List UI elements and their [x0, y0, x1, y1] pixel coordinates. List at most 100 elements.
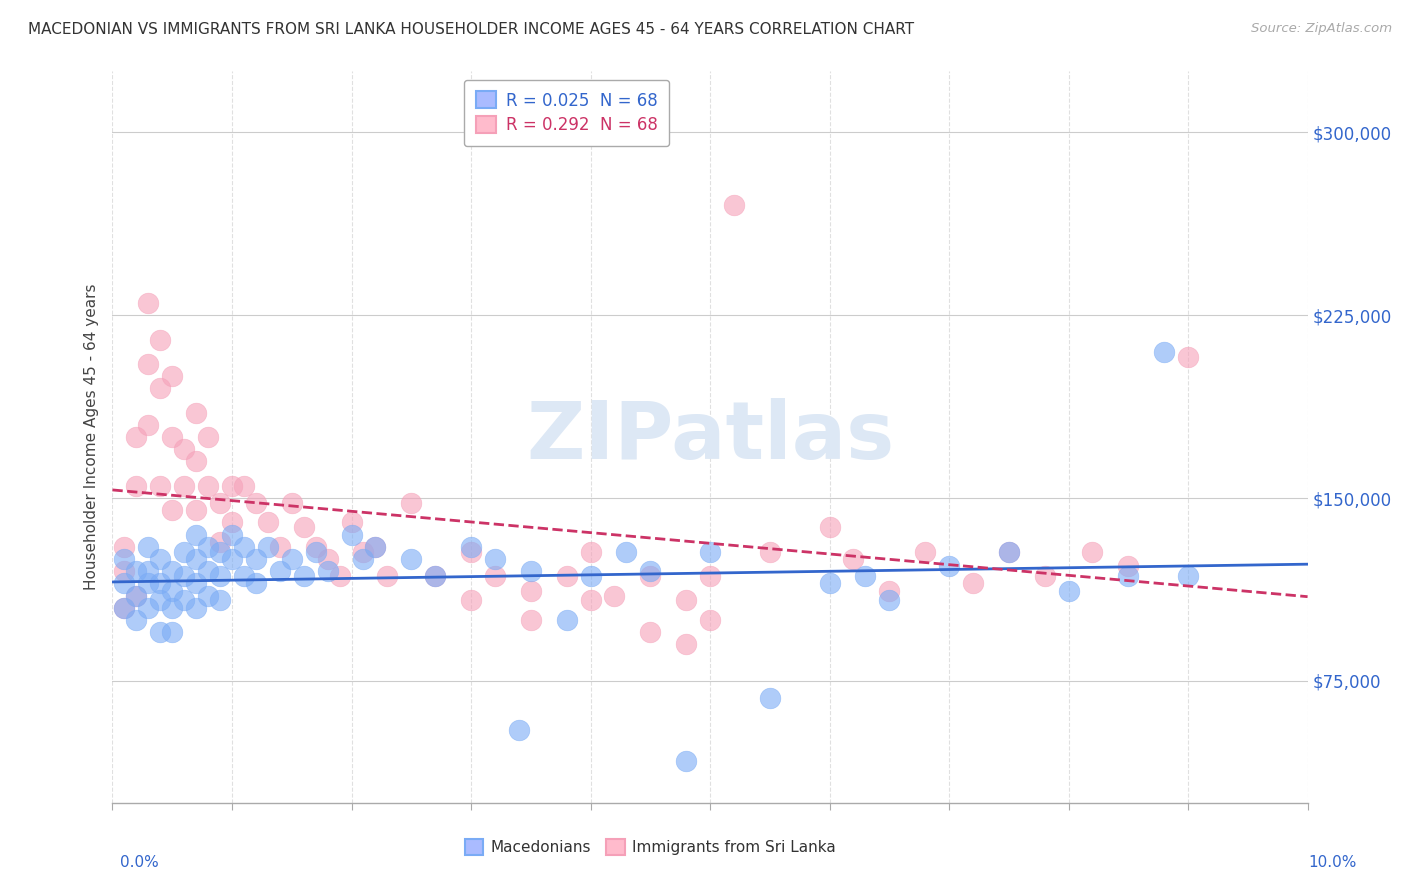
Point	[425, 569, 447, 583]
Point	[149, 479, 172, 493]
Point	[197, 564, 219, 578]
Point	[520, 583, 543, 598]
Point	[149, 576, 172, 591]
Point	[257, 516, 280, 530]
Point	[149, 381, 172, 395]
Point	[162, 503, 183, 517]
Point	[555, 613, 578, 627]
Point	[221, 479, 243, 493]
Point	[173, 479, 195, 493]
Point	[197, 540, 219, 554]
Point	[1081, 544, 1104, 558]
Point	[162, 583, 183, 598]
Point	[197, 589, 219, 603]
Point	[149, 333, 172, 347]
Point	[186, 454, 208, 468]
Point	[173, 442, 195, 457]
Point	[938, 559, 960, 574]
Point	[316, 564, 339, 578]
Point	[460, 544, 482, 558]
Point	[138, 540, 160, 554]
Point	[640, 564, 662, 578]
Point	[125, 430, 148, 444]
Point	[186, 600, 208, 615]
Point	[162, 430, 183, 444]
Point	[269, 564, 291, 578]
Point	[340, 527, 363, 541]
Point	[579, 593, 602, 607]
Text: Source: ZipAtlas.com: Source: ZipAtlas.com	[1251, 22, 1392, 36]
Point	[186, 503, 208, 517]
Point	[305, 540, 328, 554]
Point	[675, 755, 697, 769]
Point	[723, 198, 745, 212]
Point	[114, 576, 135, 591]
Point	[245, 576, 267, 591]
Point	[162, 564, 183, 578]
Point	[114, 552, 135, 566]
Point	[138, 600, 160, 615]
Point	[197, 479, 219, 493]
Point	[460, 593, 482, 607]
Point	[759, 544, 782, 558]
Point	[305, 544, 328, 558]
Point	[340, 516, 363, 530]
Point	[233, 540, 256, 554]
Point	[425, 569, 447, 583]
Text: 0.0%: 0.0%	[120, 855, 159, 870]
Point	[149, 625, 172, 640]
Point	[173, 544, 195, 558]
Y-axis label: Householder Income Ages 45 - 64 years: Householder Income Ages 45 - 64 years	[83, 284, 98, 591]
Point	[209, 544, 232, 558]
Point	[162, 600, 183, 615]
Point	[186, 406, 208, 420]
Point	[316, 552, 339, 566]
Point	[138, 576, 160, 591]
Point	[520, 564, 543, 578]
Point	[245, 552, 267, 566]
Point	[245, 496, 267, 510]
Point	[640, 569, 662, 583]
Point	[818, 520, 841, 534]
Point	[855, 569, 877, 583]
Point	[508, 723, 530, 737]
Point	[221, 527, 243, 541]
Point	[401, 496, 423, 510]
Point	[1033, 569, 1056, 583]
Point	[675, 593, 697, 607]
Point	[233, 569, 256, 583]
Point	[209, 569, 232, 583]
Point	[616, 544, 638, 558]
Point	[1153, 344, 1175, 359]
Point	[281, 552, 304, 566]
Point	[149, 593, 172, 607]
Point	[520, 613, 543, 627]
Point	[914, 544, 936, 558]
Point	[292, 569, 315, 583]
Point	[125, 589, 148, 603]
Point	[269, 540, 291, 554]
Point	[125, 564, 148, 578]
Point	[173, 593, 195, 607]
Point	[879, 583, 901, 598]
Point	[962, 576, 984, 591]
Point	[879, 593, 901, 607]
Point	[998, 544, 1021, 558]
Point	[209, 535, 232, 549]
Point	[364, 540, 387, 554]
Point	[818, 576, 841, 591]
Point	[329, 569, 352, 583]
Point	[114, 600, 135, 615]
Point	[579, 569, 602, 583]
Point	[138, 296, 160, 310]
Point	[699, 569, 721, 583]
Point	[555, 569, 578, 583]
Point	[209, 496, 232, 510]
Point	[162, 369, 183, 384]
Point	[699, 544, 721, 558]
Legend: Macedonians, Immigrants from Sri Lanka: Macedonians, Immigrants from Sri Lanka	[458, 833, 842, 861]
Point	[257, 540, 280, 554]
Point	[603, 589, 626, 603]
Point	[114, 600, 135, 615]
Text: MACEDONIAN VS IMMIGRANTS FROM SRI LANKA HOUSEHOLDER INCOME AGES 45 - 64 YEARS CO: MACEDONIAN VS IMMIGRANTS FROM SRI LANKA …	[28, 22, 914, 37]
